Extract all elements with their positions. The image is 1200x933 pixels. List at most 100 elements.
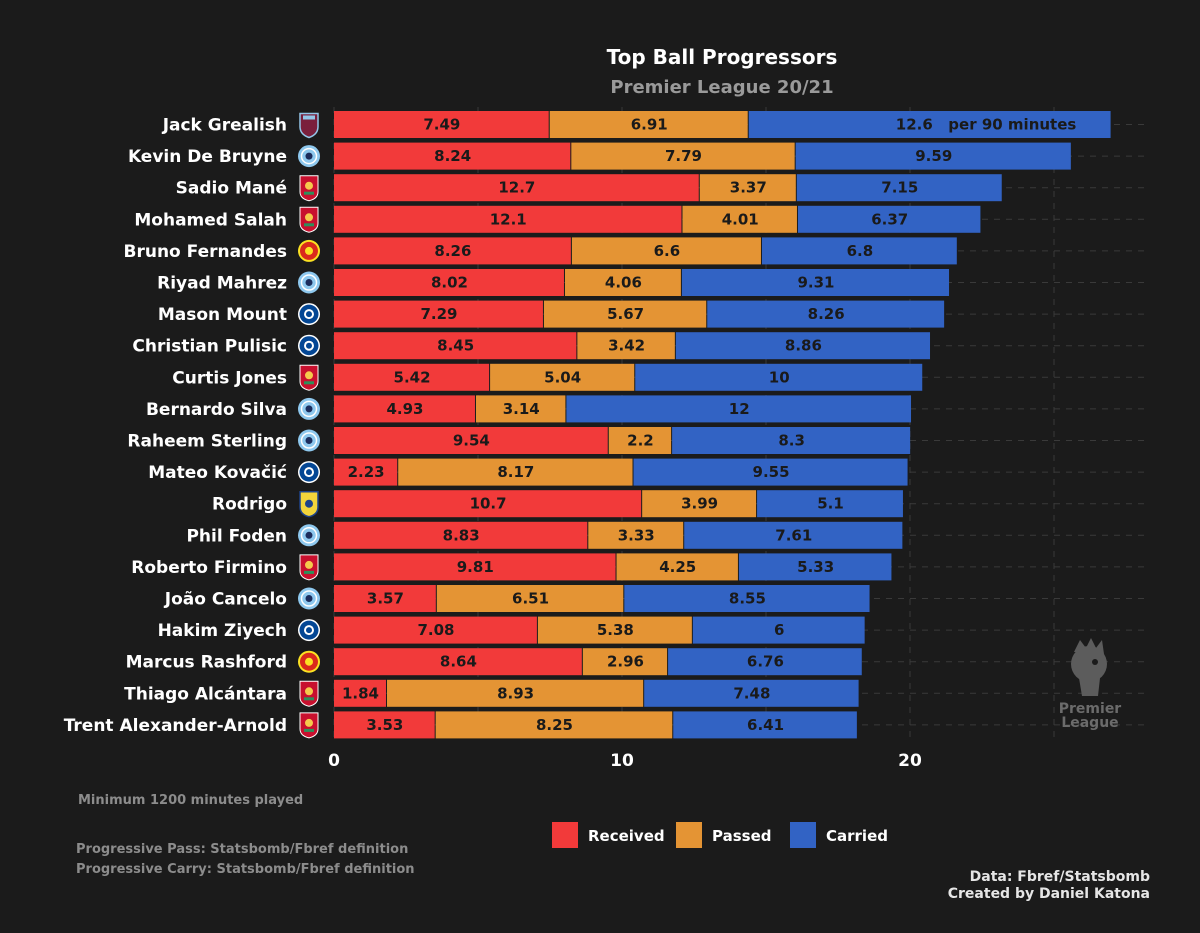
bar-value-carried-joao-cancelo: 8.55	[729, 590, 766, 608]
bar-carried-mohamed-salah	[797, 205, 981, 233]
bar-carried-raheem-sterling	[672, 427, 911, 454]
bar-passed-christian-pulisic	[577, 332, 675, 360]
note-carry-definition: Progressive Carry: Statsbomb/Fbref defin…	[76, 862, 415, 877]
liverpool-crest-icon	[299, 712, 319, 739]
player-label-thiago-alcantara: Thiago Alcántara	[124, 684, 287, 704]
bar-value-carried-hakim-ziyech: 6	[774, 621, 784, 639]
bar-value-carried-bernardo-silva: 12	[729, 400, 750, 418]
bar-received-mohamed-salah	[334, 205, 682, 233]
bar-received-jack-grealish	[334, 111, 549, 138]
bar-value-carried-rodrigo: 5.1	[817, 495, 844, 513]
player-label-bernardo-silva: Bernardo Silva	[146, 400, 287, 420]
bar-received-roberto-firmino	[334, 553, 616, 581]
player-label-joao-cancelo: João Cancelo	[164, 590, 287, 610]
bar-value-passed-thiago-alcantara: 8.93	[497, 684, 534, 702]
bar-received-kevin-de-bruyne	[334, 142, 571, 170]
bar-value-passed-rodrigo: 3.99	[681, 495, 718, 513]
bar-value-received-bruno-fernandes: 8.26	[434, 242, 471, 260]
bar-value-passed-jack-grealish: 6.91	[631, 116, 668, 134]
bar-carried-kevin-de-bruyne	[795, 142, 1071, 170]
bar-carried-marcus-rashford	[668, 648, 862, 676]
player-label-marcus-rashford: Marcus Rashford	[126, 653, 287, 673]
bar-value-carried-christian-pulisic: 8.86	[785, 337, 822, 355]
bar-value-carried-mason-mount: 8.26	[808, 305, 845, 323]
bar-received-joao-cancelo	[334, 585, 436, 612]
bar-value-carried-marcus-rashford: 6.76	[747, 653, 784, 671]
bar-value-received-rodrigo: 10.7	[470, 495, 507, 513]
bar-value-passed-marcus-rashford: 2.96	[607, 653, 644, 671]
bar-value-passed-mason-mount: 5.67	[607, 305, 644, 323]
bar-value-carried-mohamed-salah: 6.37	[871, 210, 908, 228]
bar-value-carried-curtis-jones: 10	[769, 368, 790, 386]
grid-layer	[333, 107, 1150, 743]
bar-carried-thiago-alcantara	[644, 679, 859, 707]
player-label-raheem-sterling: Raheem Sterling	[127, 432, 287, 452]
bar-value-passed-joao-cancelo: 6.51	[512, 590, 549, 608]
bar-received-trent-alexander-arnold	[334, 711, 435, 739]
bar-value-passed-phil-foden: 3.33	[618, 526, 655, 544]
bar-carried-riyad-mahrez	[681, 269, 950, 296]
bar-carried-mason-mount	[707, 300, 945, 328]
bar-value-received-mohamed-salah: 12.1	[490, 210, 527, 228]
city-crest-icon	[298, 271, 320, 294]
bar-carried-curtis-jones	[635, 363, 923, 391]
bar-value-received-trent-alexander-arnold: 3.53	[366, 716, 403, 734]
bar-value-received-roberto-firmino: 9.81	[457, 558, 494, 576]
bar-carried-jack-grealish	[748, 111, 1111, 138]
player-label-curtis-jones: Curtis Jones	[172, 368, 287, 388]
bar-value-carried-kevin-de-bruyne: 9.59	[915, 147, 952, 165]
bar-value-received-phil-foden: 8.83	[443, 526, 480, 544]
bar-value-passed-mohamed-salah: 4.01	[722, 210, 759, 228]
bar-value-received-thiago-alcantara: 1.84	[342, 684, 379, 702]
city-crest-icon	[298, 429, 320, 452]
bar-value-passed-raheem-sterling: 2.2	[627, 432, 654, 450]
bar-carried-joao-cancelo	[624, 585, 870, 612]
bar-passed-riyad-mahrez	[564, 269, 681, 296]
lion-icon	[1071, 638, 1107, 696]
legend-label-carried: Carried	[826, 827, 888, 845]
bar-value-received-raheem-sterling: 9.54	[453, 432, 490, 450]
bar-value-passed-riyad-mahrez: 4.06	[605, 274, 642, 292]
x-tick-label: 20	[898, 751, 922, 771]
chelsea-crest-icon	[298, 461, 320, 484]
bar-passed-trent-alexander-arnold	[435, 711, 673, 739]
bar-carried-roberto-firmino	[738, 553, 892, 581]
city-crest-icon	[298, 587, 320, 610]
bar-passed-kevin-de-bruyne	[571, 142, 795, 170]
bar-passed-bruno-fernandes	[571, 237, 761, 265]
bar-value-received-sadio-mane: 12.7	[498, 179, 535, 197]
chelsea-crest-icon	[298, 303, 320, 326]
liverpool-crest-icon	[299, 206, 319, 233]
bar-carried-mateo-kovacic	[633, 458, 908, 486]
bar-carried-rodrigo	[757, 490, 903, 518]
note-pass-definition: Progressive Pass: Statsbomb/Fbref defini…	[76, 842, 408, 857]
credit-author: Created by Daniel Katona	[948, 886, 1150, 902]
liverpool-crest-icon	[299, 364, 319, 391]
bar-carried-christian-pulisic	[675, 332, 931, 360]
bar-carried-bernardo-silva	[566, 395, 912, 423]
bar-passed-sadio-mane	[699, 174, 796, 202]
united-crest-icon	[298, 239, 320, 262]
bar-value-passed-hakim-ziyech: 5.38	[597, 621, 634, 639]
bar-value-received-joao-cancelo: 3.57	[367, 590, 404, 608]
legend-label-received: Received	[588, 827, 665, 845]
x-tick-label: 0	[328, 751, 340, 771]
legend-swatch-passed	[676, 822, 702, 848]
labels-layer: Jack Grealish Kevin De Bruyne Sadio Mané Mo…	[64, 112, 320, 739]
city-crest-icon	[298, 397, 320, 420]
chelsea-crest-icon	[298, 619, 320, 642]
bar-value-carried-mateo-kovacic: 9.55	[753, 463, 790, 481]
bar-value-received-marcus-rashford: 8.64	[440, 653, 477, 671]
bar-value-received-bernardo-silva: 4.93	[386, 400, 423, 418]
leeds-crest-icon	[299, 490, 319, 518]
bar-received-hakim-ziyech	[334, 616, 537, 644]
logo-text-premier: Premier	[1059, 701, 1122, 717]
bar-value-passed-kevin-de-bruyne: 7.79	[665, 147, 702, 165]
bar-value-received-riyad-mahrez: 8.02	[431, 274, 468, 292]
bar-received-sadio-mane	[334, 174, 699, 202]
bar-passed-roberto-firmino	[616, 553, 738, 581]
bar-value-received-christian-pulisic: 8.45	[437, 337, 474, 355]
premier-league-logo: Premier League	[1059, 638, 1122, 731]
city-crest-icon	[298, 145, 320, 168]
chelsea-crest-icon	[298, 334, 320, 357]
